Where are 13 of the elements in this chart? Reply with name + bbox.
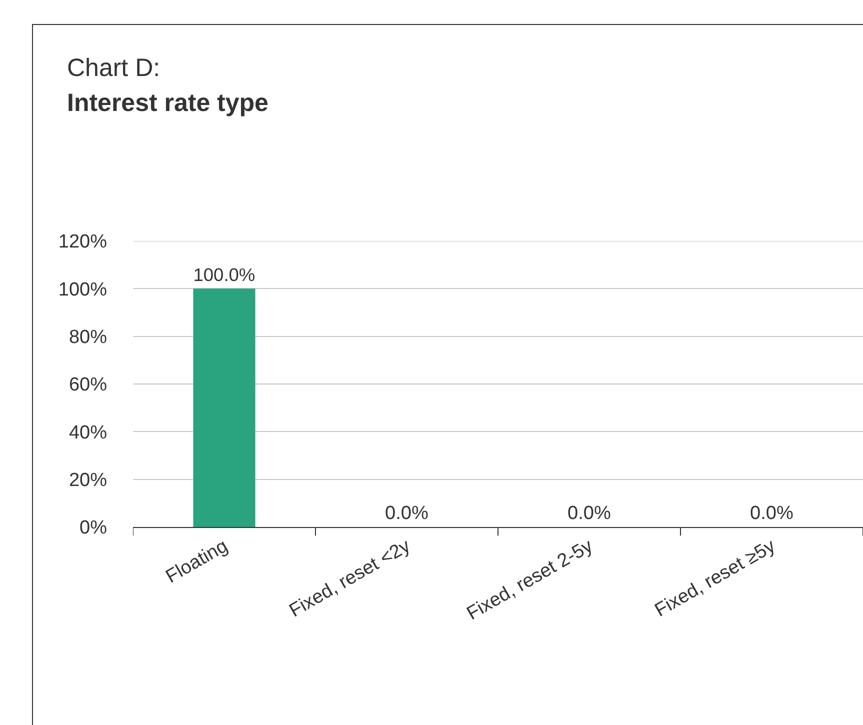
y-tick-label: 60% bbox=[68, 374, 108, 396]
y-tick-label: 120% bbox=[58, 232, 108, 253]
y-tick-label: 100% bbox=[58, 279, 108, 300]
y-tick-label: 80% bbox=[68, 326, 108, 348]
y-tick-label: 0% bbox=[80, 518, 108, 539]
y-tick-label: 20% bbox=[68, 470, 108, 491]
data-label: 100.0% bbox=[193, 264, 256, 285]
data-label: 0.0% bbox=[750, 503, 794, 524]
data-label: 0.0% bbox=[568, 503, 611, 524]
data-label: 0.0% bbox=[385, 503, 428, 524]
chart-subtitle: Interest rate type bbox=[67, 89, 268, 118]
chart-title: Chart D: bbox=[67, 54, 160, 83]
y-tick-label: 40% bbox=[68, 422, 108, 444]
